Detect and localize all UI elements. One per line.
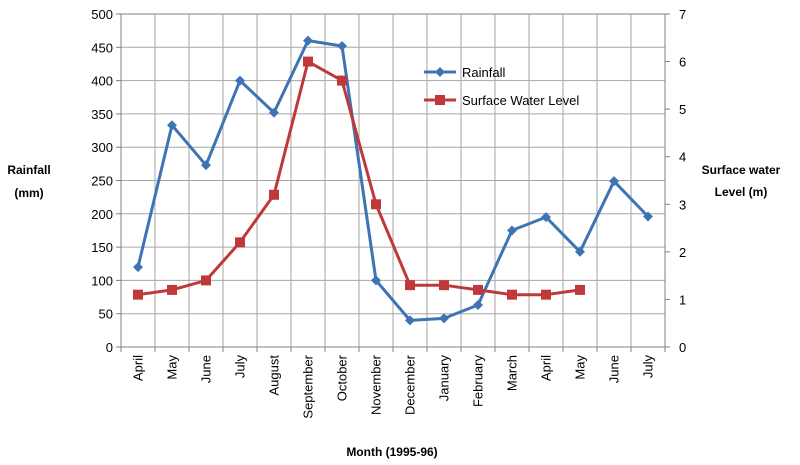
y-right-tick-label: 0 xyxy=(679,340,686,355)
x-axis-ticks: April May June July August September October No… xyxy=(120,347,666,419)
x-tick-label: April xyxy=(131,355,146,381)
y-left-tick-label: 200 xyxy=(91,207,113,222)
data-point xyxy=(575,246,585,257)
data-point xyxy=(575,284,585,295)
data-point xyxy=(235,237,245,248)
x-tick-label: May xyxy=(573,355,588,380)
legend-marker-surface-water-level xyxy=(435,95,445,105)
data-point xyxy=(303,35,313,46)
data-point xyxy=(439,313,449,324)
data-point xyxy=(541,289,551,300)
x-tick-label: June xyxy=(607,355,622,383)
y-axis-left-title-line1: Rainfall xyxy=(7,163,50,177)
data-point xyxy=(337,75,347,86)
y-right-tick-label: 4 xyxy=(679,150,686,165)
data-point xyxy=(405,315,415,326)
series-layer xyxy=(133,35,653,326)
legend-item-rainfall: Rainfall xyxy=(424,65,505,80)
y-right-tick-label: 3 xyxy=(679,197,686,212)
gridlines xyxy=(120,13,666,348)
y-axis-right-title-line1: Surface water xyxy=(702,163,781,177)
legend: Rainfall Surface Water Level xyxy=(424,65,579,108)
y-left-tick-label: 50 xyxy=(99,307,113,322)
y-left-tick-label: 250 xyxy=(91,174,113,189)
data-point xyxy=(507,289,517,300)
x-tick-label: May xyxy=(165,355,180,380)
data-point xyxy=(201,160,211,171)
data-point xyxy=(371,275,381,286)
data-point xyxy=(303,56,313,67)
x-tick-label: December xyxy=(403,354,418,415)
y-right-tick-label: 5 xyxy=(679,102,686,117)
x-tick-label: July xyxy=(641,355,656,379)
series-line xyxy=(137,60,581,297)
y-left-tick-label: 150 xyxy=(91,240,113,255)
y-axis-right-ticks: 0 1 2 3 4 5 6 7 xyxy=(665,7,686,355)
data-point xyxy=(643,211,653,222)
data-point xyxy=(473,300,483,311)
data-point xyxy=(133,262,143,273)
y-axis-right-title-line2: Level (m) xyxy=(715,185,768,199)
legend-marker-rainfall xyxy=(435,67,445,77)
legend-label-surface-water-level: Surface Water Level xyxy=(462,93,579,108)
y-right-tick-label: 2 xyxy=(679,245,686,260)
y-left-tick-label: 300 xyxy=(91,140,113,155)
series-surface-water-level xyxy=(133,56,585,300)
data-point xyxy=(167,120,177,131)
data-point xyxy=(269,189,279,200)
y-right-tick-label: 6 xyxy=(679,55,686,70)
series-line xyxy=(136,39,650,322)
x-tick-label: March xyxy=(505,355,520,391)
x-tick-label: October xyxy=(335,354,350,401)
legend-label-rainfall: Rainfall xyxy=(462,65,505,80)
y-right-tick-label: 1 xyxy=(679,292,686,307)
y-left-tick-label: 450 xyxy=(91,40,113,55)
x-tick-label: July xyxy=(233,355,248,379)
y-left-tick-label: 0 xyxy=(106,340,113,355)
data-point xyxy=(439,280,449,291)
y-left-tick-label: 500 xyxy=(91,7,113,22)
legend-item-surface-water-level: Surface Water Level xyxy=(424,93,579,108)
data-point xyxy=(473,284,483,295)
x-tick-label: November xyxy=(369,354,384,415)
y-left-tick-label: 350 xyxy=(91,107,113,122)
y-axis-left-title-line2: (mm) xyxy=(14,186,43,200)
data-point xyxy=(167,284,177,295)
y-right-tick-label: 7 xyxy=(679,7,686,22)
data-point xyxy=(507,225,517,236)
data-point xyxy=(609,176,619,187)
x-tick-label: August xyxy=(267,355,282,396)
y-left-tick-label: 400 xyxy=(91,74,113,89)
data-point xyxy=(235,75,245,86)
y-left-tick-label: 100 xyxy=(91,273,113,288)
data-point xyxy=(371,199,381,210)
data-point xyxy=(405,280,415,291)
x-tick-label: February xyxy=(471,355,486,408)
x-tick-label: June xyxy=(199,355,214,383)
x-tick-label: April xyxy=(539,355,554,381)
data-point xyxy=(541,212,551,223)
y-axis-left-ticks: 0 50 100 150 200 250 300 350 400 450 500 xyxy=(91,7,121,355)
data-point xyxy=(201,275,211,286)
x-tick-label: January xyxy=(437,355,452,402)
data-point xyxy=(337,40,347,51)
x-axis-title: Month (1995-96) xyxy=(346,445,437,459)
series-rainfall xyxy=(133,35,653,326)
data-point xyxy=(269,107,279,118)
x-tick-label: September xyxy=(301,354,316,418)
data-point xyxy=(133,289,143,300)
